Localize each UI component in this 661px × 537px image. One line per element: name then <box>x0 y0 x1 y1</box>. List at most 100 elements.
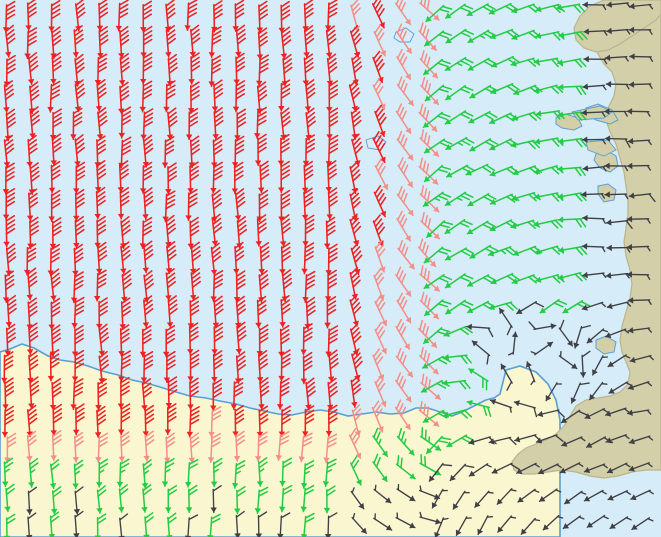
wind-barb <box>374 240 386 273</box>
wind-barb <box>396 427 415 456</box>
wind-barb <box>557 137 587 148</box>
wind-barb <box>280 26 292 60</box>
wind-barb <box>419 0 440 21</box>
wind-barb <box>257 160 270 194</box>
wind-barb <box>374 374 387 408</box>
wind-barb <box>586 328 609 344</box>
wind-barb <box>26 267 38 301</box>
wind-barb <box>209 378 223 412</box>
wind-barb <box>139 161 153 194</box>
wind-barb <box>161 458 175 488</box>
wind-barb <box>117 484 129 513</box>
wind-barb <box>605 219 633 229</box>
wind-barb <box>581 136 606 145</box>
wind-barb <box>395 266 412 297</box>
wind-barb <box>557 246 588 256</box>
wind-barb <box>555 3 586 14</box>
wind-barb <box>95 79 107 112</box>
wind-barb <box>119 297 131 330</box>
wind-barb <box>234 510 245 537</box>
wind-barb <box>256 350 269 383</box>
wind-barb <box>278 405 291 438</box>
wind-barb <box>0 351 14 384</box>
wind-barb <box>165 268 176 301</box>
wind-barb <box>280 107 291 141</box>
wind-barb <box>444 273 474 289</box>
wind-barb <box>72 25 84 58</box>
wind-barb <box>165 241 177 274</box>
wind-barb <box>207 432 221 463</box>
wind-barb <box>539 298 568 314</box>
wind-barb <box>396 48 412 80</box>
wind-barb <box>418 157 439 185</box>
wind-barb <box>626 271 651 280</box>
wind-barb <box>607 354 631 368</box>
wind-barb <box>323 433 338 464</box>
wind-barb <box>511 111 542 121</box>
wind-barb <box>254 133 267 167</box>
wind-barb <box>628 462 653 472</box>
wind-barb <box>423 299 452 317</box>
wind-barb <box>278 349 291 382</box>
wind-barb <box>628 2 654 10</box>
wind-barb <box>50 430 62 462</box>
wind-barb <box>94 53 108 86</box>
wind-barb <box>279 295 291 328</box>
wind-barb <box>444 110 474 125</box>
wind-barb <box>582 1 607 11</box>
wind-barb <box>525 361 536 386</box>
wind-barb <box>26 486 38 515</box>
wind-barb <box>325 404 338 437</box>
wind-barb <box>232 0 245 32</box>
wind-barb <box>557 111 587 121</box>
wind-barb <box>477 515 494 536</box>
wind-barb <box>72 161 86 194</box>
wind-barb <box>535 31 565 41</box>
wind-barb <box>491 462 520 474</box>
wind-barb <box>373 484 392 504</box>
wind-barb <box>184 458 199 488</box>
wind-barb <box>256 324 269 357</box>
wind-barb <box>349 24 362 58</box>
wind-barb <box>326 187 338 220</box>
wind-barb <box>557 192 587 202</box>
wind-barb <box>626 108 651 117</box>
wind-barb <box>301 160 314 194</box>
wind-barb <box>630 489 654 501</box>
wind-barb <box>26 297 38 331</box>
wind-barb <box>326 53 338 87</box>
wind-barb <box>234 188 246 221</box>
wind-barb <box>97 26 109 59</box>
wind-barb <box>558 350 578 370</box>
wind-barb <box>95 297 108 330</box>
wind-barb <box>117 81 130 115</box>
wind-barb <box>163 80 176 113</box>
wind-barb <box>395 23 412 54</box>
wind-barb <box>2 188 16 221</box>
wind-barb <box>607 490 632 501</box>
wind-barb <box>583 489 607 502</box>
wind-barb <box>564 490 587 505</box>
wind-barb <box>326 80 339 113</box>
wind-barb <box>210 242 222 276</box>
wind-barb <box>142 404 155 437</box>
wind-barb <box>279 242 291 275</box>
wind-barb <box>210 0 223 33</box>
wind-barb <box>538 488 562 502</box>
wind-barb <box>350 242 363 276</box>
wind-barb <box>211 189 223 223</box>
wind-barb <box>164 0 176 33</box>
wind-barb <box>143 430 155 462</box>
wind-barb <box>326 377 338 411</box>
wind-barb <box>71 296 85 329</box>
wind-barb <box>166 107 178 141</box>
wind-barb <box>139 52 153 85</box>
wind-barb <box>374 104 387 138</box>
wind-barb <box>27 52 39 85</box>
wind-barb <box>73 486 84 515</box>
wind-barb <box>583 463 608 474</box>
wind-barb <box>533 219 563 229</box>
